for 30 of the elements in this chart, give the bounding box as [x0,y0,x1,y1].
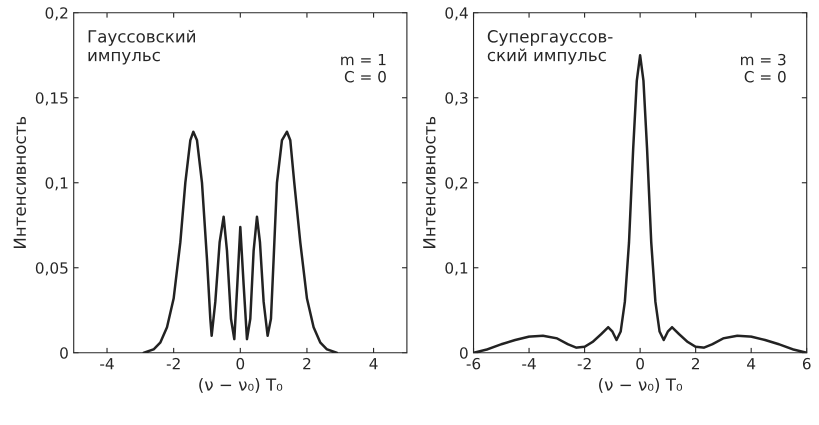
x-tick-label: -6 [466,358,480,370]
y-axis-title: Интенсивность [423,116,436,248]
x-tick-label: 0 [236,358,244,370]
y-tick-label: 0,2 [46,7,68,20]
x-tick-label: -2 [166,358,180,370]
x-tick-label: 4 [747,358,756,370]
x-tick-label: 6 [802,358,811,370]
x-tick-label: -4 [100,358,114,370]
y-tick-label: 0,1 [445,262,468,276]
x-axis-title: (ν − ν₀) T₀ [599,378,682,393]
y-tick-label: 0,2 [445,177,468,190]
x-tick-label: 2 [303,358,310,370]
y-tick-label: 0,4 [445,7,468,20]
x-axis-title: (ν − ν₀) T₀ [199,378,282,393]
x-tick-label: 0 [636,358,644,370]
annotation: Супергауссов- ский импульс [488,30,612,65]
y-tick-label: 0,3 [445,92,468,106]
y-tick-label: 0,1 [46,177,68,190]
x-tick-label: -4 [522,358,536,370]
annotation: m = 1 C = 0 [341,54,386,82]
annotation: m = 3 C = 0 [740,54,786,82]
y-axis-title: Интенсивность [14,116,26,248]
y-tick-label: 0,15 [36,92,68,106]
x-tick-label: 2 [692,358,699,370]
y-tick-label: 0 [460,347,468,359]
y-tick-label: 0,05 [36,262,68,276]
x-tick-label: -2 [578,358,591,370]
y-tick-label: 0 [60,347,68,359]
annotation: Гауссовский импульс [88,30,196,65]
x-tick-label: 4 [369,358,378,370]
